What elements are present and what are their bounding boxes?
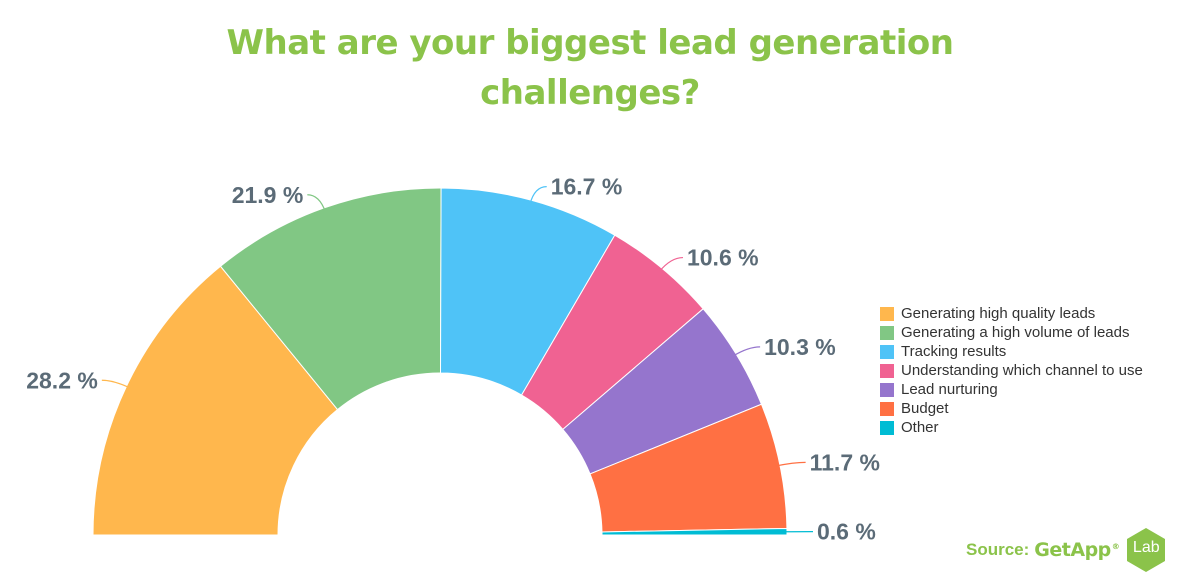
legend-swatch	[880, 382, 894, 397]
value-label-budget: 11.7 %	[810, 449, 880, 475]
chart-title-line-1: What are your biggest lead generation	[226, 23, 954, 63]
legend-swatch	[880, 306, 894, 321]
legend-swatch	[880, 344, 894, 359]
slice-generating-high-quality-leads	[92, 265, 339, 536]
leader-line-budget	[775, 461, 806, 467]
legend-label: Understanding which channel to use	[901, 362, 1143, 379]
value-label-lead-nurturing: 10.3 %	[764, 334, 836, 360]
registered-mark: ®	[1111, 541, 1120, 551]
legend-item-understanding-which-channel-to-use: Understanding which channel to use	[880, 361, 1143, 380]
legend-swatch	[880, 325, 894, 340]
leader-line-tracking-results	[529, 186, 547, 205]
chart-leader-lines	[101, 186, 813, 533]
legend-label: Tracking results	[901, 343, 1007, 360]
legend-item-tracking-results: Tracking results	[880, 342, 1143, 361]
value-label-generating-high-quality-leads: 28.2 %	[26, 367, 98, 393]
legend-label: Lead nurturing	[901, 381, 998, 398]
slice-generating-a-high-volume-of-leads	[219, 187, 442, 411]
slice-other	[601, 527, 788, 536]
legend-label: Budget	[901, 400, 949, 417]
value-label-understanding-which-channel-to-use: 10.6 %	[687, 245, 759, 271]
source-prefix: Source:	[966, 540, 1030, 559]
leader-line-generating-high-quality-leads	[101, 379, 131, 389]
legend-item-budget: Budget	[880, 399, 1143, 418]
chart-legend: Generating high quality leads Generating …	[880, 304, 1143, 437]
legend-item-generating-a-high-volume-of-leads: Generating a high volume of leads	[880, 323, 1143, 342]
value-label-generating-a-high-volume-of-leads: 21.9 %	[232, 182, 304, 208]
legend-label: Generating high quality leads	[901, 305, 1096, 322]
leader-line-lead-nurturing	[732, 346, 761, 357]
legend-label: Generating a high volume of leads	[901, 324, 1130, 341]
getapp-logo: GetApp®	[1034, 539, 1119, 561]
chart-title: What are your biggest lead generation ch…	[190, 18, 990, 118]
legend-item-other: Other	[880, 418, 1143, 437]
value-label-other: 0.6 %	[817, 519, 876, 545]
chart-title-line-2: challenges?	[480, 73, 700, 113]
leader-line-generating-a-high-volume-of-leads	[307, 194, 326, 212]
legend-item-lead-nurturing: Lead nurturing	[880, 380, 1143, 399]
getapp-brand-text: GetApp	[1034, 539, 1111, 561]
legend-label: Other	[901, 419, 939, 436]
chart-slices	[92, 187, 788, 536]
leader-line-understanding-which-channel-to-use	[659, 256, 684, 272]
legend-swatch	[880, 363, 894, 378]
legend-swatch	[880, 420, 894, 435]
legend-swatch	[880, 401, 894, 416]
chart-value-labels: 28.2 % 21.9 % 16.7 % 10.6 % 10.3 % 11.7 % 0.6 …	[26, 174, 880, 545]
semicircle-donut-chart: 28.2 % 21.9 % 16.7 % 10.6 % 10.3 % 11.7 % 0.6 …	[26, 174, 880, 545]
value-label-tracking-results: 16.7 %	[551, 174, 623, 200]
legend-item-generating-high-quality-leads: Generating high quality leads	[880, 304, 1143, 323]
source-credit: Source: GetApp® Lab	[966, 527, 1167, 573]
lab-badge-icon: Lab	[1125, 527, 1167, 573]
lab-badge-text: Lab	[1132, 539, 1160, 556]
